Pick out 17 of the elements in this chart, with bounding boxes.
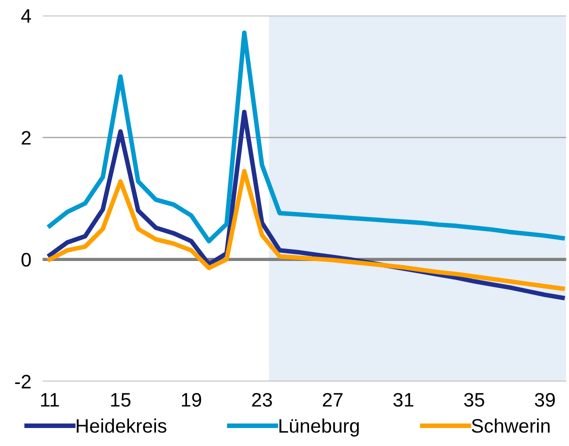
x-tick-label: 11 [41,393,59,407]
x-tick-label: 31 [393,392,414,407]
line-series [48,30,565,244]
x-tick-label: 35 [464,392,484,407]
line-series [48,168,565,291]
legend-label: Lüneburg [279,418,359,437]
legend-label: Schwerin [472,418,550,433]
y-tick-label: 0 [22,252,31,267]
x-tick-label: 23 [252,392,272,407]
x-tick-label: 39 [534,392,555,407]
y-tick-label: 4 [21,9,31,23]
x-tick-label: 19 [182,392,202,407]
x-tick-label: 15 [111,393,130,407]
y-tick-label: 2 [22,130,31,145]
y-tick-label: -2 [15,374,31,388]
x-tick-label: 27 [322,392,343,407]
legend-label: Heidekreis [76,418,166,433]
